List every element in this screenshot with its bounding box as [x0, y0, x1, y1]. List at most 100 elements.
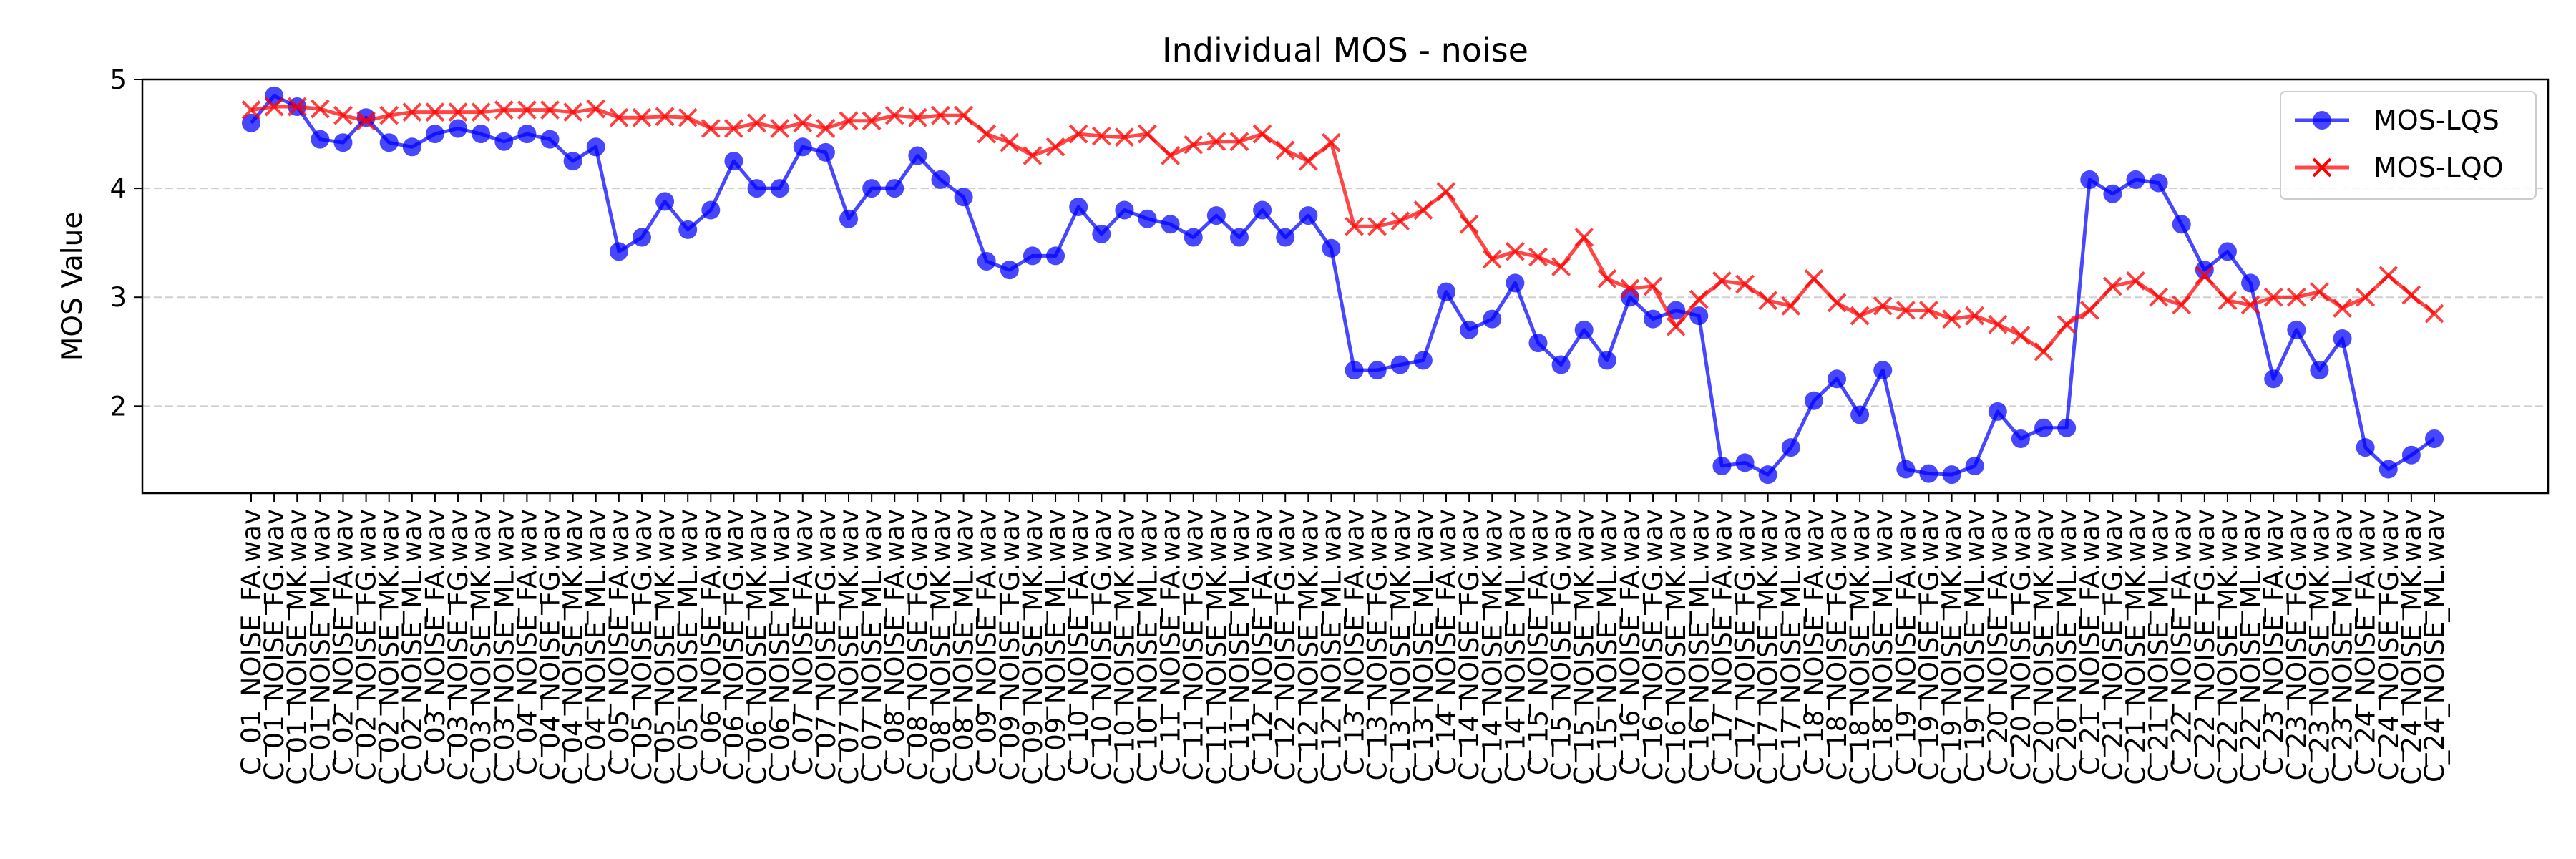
x-tick-label: C_21_NOISE_FA.wav — [2074, 509, 2105, 775]
data-point — [2034, 418, 2054, 437]
x-tick-label: C_18_NOISE_MK.wav — [1845, 509, 1875, 785]
data-point — [1758, 465, 1777, 485]
data-point — [1367, 216, 1387, 236]
data-point — [1804, 391, 1823, 410]
data-point — [1505, 241, 1525, 261]
x-tick-label: C_02_NOISE_ML.wav — [397, 509, 428, 782]
data-point — [1781, 296, 1801, 316]
x-tick-label: C_17_NOISE_MK.wav — [1753, 509, 1784, 785]
x-tick-label: C_13_NOISE_MK.wav — [1385, 509, 1416, 785]
x-tick-label: C_08_NOISE_FG.wav — [902, 509, 933, 781]
data-point — [2011, 429, 2030, 448]
data-point — [1804, 268, 1824, 288]
data-point — [1413, 200, 1433, 220]
data-point — [1345, 216, 1364, 236]
data-point — [1850, 405, 1870, 424]
x-tick-label: C_04_NOISE_MK.wav — [558, 509, 589, 785]
x-tick-label: C_18_NOISE_FA.wav — [1799, 509, 1830, 775]
x-tick-label: C_11_NOISE_MK.wav — [1201, 509, 1232, 785]
data-point — [1184, 228, 1203, 247]
data-point — [2356, 438, 2375, 457]
x-tick-label: C_06_NOISE_FG.wav — [718, 509, 749, 781]
x-tick-label: C_24_NOISE_FA.wav — [2351, 509, 2381, 775]
data-point — [379, 105, 399, 125]
data-point — [1482, 249, 1502, 269]
data-point — [1275, 140, 1295, 160]
data-point — [1896, 460, 1916, 479]
x-tick-label: C_06_NOISE_MK.wav — [742, 509, 773, 785]
data-point — [1597, 268, 1617, 288]
x-tick-label: C_09_NOISE_MK.wav — [1018, 509, 1048, 785]
x-tick-label: C_22_NOISE_FA.wav — [2167, 509, 2197, 775]
data-point — [2425, 429, 2444, 448]
data-point — [1919, 464, 1938, 483]
data-point — [540, 100, 560, 120]
data-point — [333, 105, 353, 125]
series-mos-lqs — [242, 86, 2444, 485]
data-point — [472, 125, 491, 144]
x-tick-label: C_16_NOISE_FA.wav — [1615, 509, 1646, 775]
x-tick-label: C_10_NOISE_MK.wav — [1109, 509, 1140, 785]
data-point — [1965, 456, 1984, 475]
data-point — [356, 108, 376, 127]
x-tick-label: C_01_NOISE_FG.wav — [259, 509, 290, 781]
data-point — [1322, 238, 1341, 258]
x-tick-label: C_16_NOISE_FG.wav — [1638, 509, 1669, 781]
data-point — [2218, 242, 2237, 261]
x-tick-label: C_04_NOISE_FG.wav — [535, 509, 566, 781]
data-point — [1138, 124, 1157, 144]
x-tick-label: C_09_NOISE_ML.wav — [1040, 509, 1071, 782]
data-point — [540, 130, 560, 149]
data-point — [2149, 287, 2169, 307]
data-point — [1390, 211, 1410, 231]
x-tick-label: C_07_NOISE_FG.wav — [811, 509, 841, 781]
data-point — [425, 125, 444, 144]
data-point — [1620, 278, 1640, 299]
data-point — [1298, 151, 1318, 171]
data-point — [632, 107, 652, 127]
data-point — [1965, 306, 1985, 326]
x-tick-label: C_21_NOISE_MK.wav — [2120, 509, 2151, 785]
x-tick-label: C_14_NOISE_ML.wav — [1500, 509, 1531, 782]
legend: MOS-LQS MOS-LQO — [2280, 91, 2537, 200]
x-tick-label: C_11_NOISE_FA.wav — [1156, 509, 1186, 775]
data-point — [1988, 402, 2007, 421]
data-point — [1229, 132, 1249, 152]
x-tick-label: C_11_NOISE_ML.wav — [1224, 509, 1255, 782]
data-point — [356, 111, 376, 131]
data-point — [2379, 460, 2398, 479]
data-point — [242, 113, 260, 132]
x-tick-label: C_10_NOISE_FG.wav — [1086, 509, 1117, 781]
x-tick-label: C_13_NOISE_FG.wav — [1362, 509, 1393, 781]
x-tick-label: C_05_NOISE_MK.wav — [650, 509, 680, 785]
data-point — [1091, 126, 1111, 146]
x-tick-label: C_16_NOISE_MK.wav — [1661, 509, 1692, 785]
x-tick-label: C_03_NOISE_ML.wav — [489, 509, 519, 782]
data-point — [1506, 273, 1525, 293]
x-tick-label: C_03_NOISE_MK.wav — [466, 509, 497, 785]
data-point — [655, 192, 675, 211]
data-point — [2333, 329, 2352, 349]
data-point — [1735, 453, 1755, 472]
x-tick-label: C_20_NOISE_ML.wav — [2051, 509, 2082, 782]
legend-marker — [2313, 111, 2331, 130]
data-point — [517, 100, 537, 120]
data-point — [1367, 361, 1387, 380]
series-mos-lqo — [241, 97, 2444, 361]
data-point — [265, 86, 284, 105]
data-point — [2126, 170, 2145, 189]
data-point — [2102, 276, 2122, 296]
data-point — [747, 179, 766, 198]
data-point — [2103, 184, 2122, 203]
y-axis-label: MOS Value — [57, 212, 89, 361]
data-point — [839, 209, 859, 228]
data-point — [2264, 369, 2283, 389]
data-point — [2195, 261, 2214, 280]
x-tick-label: C_18_NOISE_ML.wav — [1868, 509, 1898, 782]
legend-label: MOS-LQS — [2373, 105, 2499, 136]
data-point — [1299, 206, 1318, 225]
x-tick-label: C_22_NOISE_ML.wav — [2235, 509, 2266, 782]
data-point — [1459, 214, 1479, 234]
x-tick-label: C_08_NOISE_FA.wav — [879, 509, 910, 775]
